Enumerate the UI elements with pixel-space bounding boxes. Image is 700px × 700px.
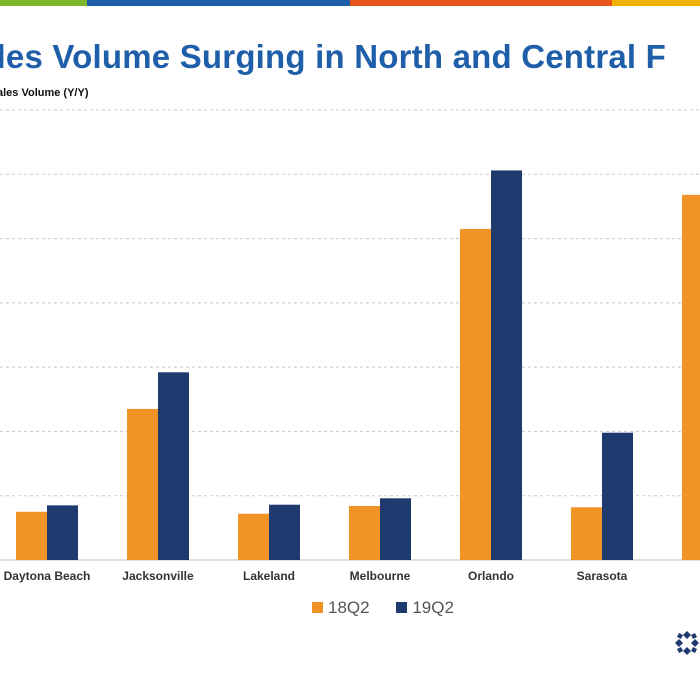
top-bar-green — [0, 0, 87, 6]
bar-18q2-melbourne — [349, 506, 380, 560]
x-tick-label: Orlando — [468, 569, 514, 583]
bar-18q2-daytona-beach — [16, 511, 47, 560]
legend-item-19q2: 19Q2 — [396, 598, 454, 618]
legend-label-19q2: 19Q2 — [412, 598, 454, 617]
company-logo-icon — [675, 631, 699, 655]
legend-label-18q2: 18Q2 — [328, 598, 370, 617]
bar-18q2-lakeland — [238, 513, 269, 560]
x-tick-label: Jacksonville — [122, 569, 194, 583]
x-tick-label: Lakeland — [243, 569, 295, 583]
bar-19q2-lakeland — [269, 504, 300, 560]
chart-legend: 18Q2 19Q2 — [312, 598, 476, 618]
bar-19q2-jacksonville — [158, 372, 189, 560]
legend-swatch-19q2 — [396, 602, 408, 613]
top-bar-orange — [350, 0, 612, 6]
top-color-bar — [0, 0, 700, 6]
x-tick-label: Melbourne — [350, 569, 411, 583]
x-tick-label: Sarasota — [577, 569, 628, 583]
top-bar-blue — [87, 0, 350, 6]
x-tick-label: Daytona Beach — [4, 569, 91, 583]
legend-item-18q2: 18Q2 — [312, 598, 370, 618]
bar-19q2-melbourne — [380, 498, 411, 560]
legend-swatch-18q2 — [312, 602, 323, 613]
chart-title: ales Volume Surging in North and Central… — [0, 38, 667, 75]
bar-19q2-daytona-beach — [47, 505, 78, 560]
bar-18q2-sarasota — [571, 507, 602, 560]
chart-subtitle: ales Volume (Y/Y) — [0, 87, 89, 99]
bar-18q2-orlando — [460, 228, 491, 560]
bar-19q2-orlando — [491, 170, 522, 560]
bar-19q2-sarasota — [602, 432, 633, 560]
top-bar-yellow — [612, 0, 700, 6]
bar-18q2-jacksonville — [127, 408, 158, 560]
bar-18q2-t — [682, 194, 700, 560]
